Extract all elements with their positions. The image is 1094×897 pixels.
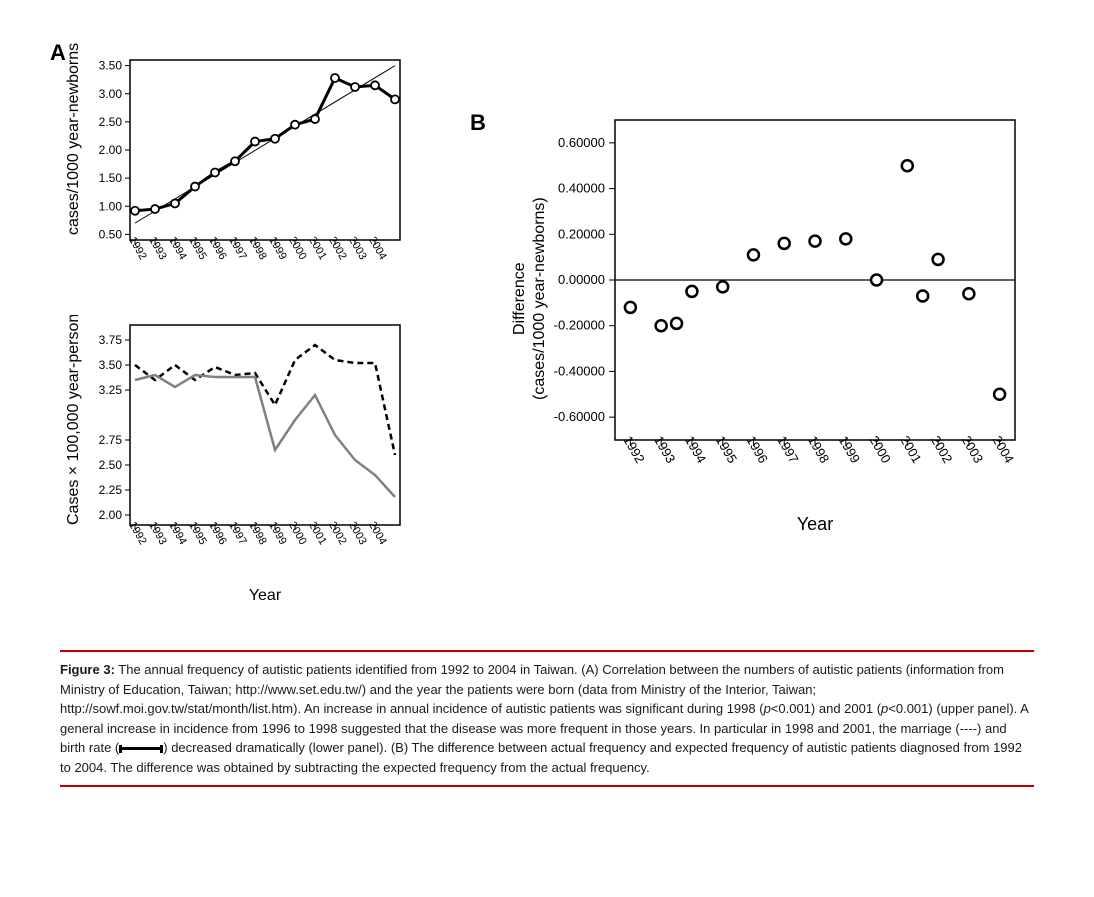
- svg-text:2003: 2003: [346, 520, 369, 547]
- svg-text:1992: 1992: [620, 433, 647, 466]
- svg-text:-0.20000: -0.20000: [554, 318, 605, 333]
- svg-text:2.75: 2.75: [99, 433, 123, 447]
- svg-text:-0.60000: -0.60000: [554, 409, 605, 424]
- svg-text:3.50: 3.50: [99, 358, 123, 372]
- panel-b-column: B -0.60000 -0.40000 -0.20000 0.00000 0.20000…: [470, 40, 1060, 620]
- svg-text:1994: 1994: [682, 433, 709, 466]
- svg-text:2004: 2004: [366, 520, 389, 547]
- chart-b-ylabel-2: (cases/1000 year-newborns): [531, 197, 548, 400]
- svg-text:1992: 1992: [126, 520, 149, 547]
- legend-solid-icon: [119, 747, 163, 750]
- svg-text:2001: 2001: [306, 520, 329, 547]
- svg-text:3.25: 3.25: [99, 383, 123, 397]
- svg-text:0.50: 0.50: [99, 227, 123, 241]
- svg-text:2000: 2000: [866, 433, 893, 466]
- svg-text:1999: 1999: [266, 520, 289, 547]
- caption-text: Figure 3: The annual frequency of autist…: [60, 660, 1034, 777]
- svg-text:2000: 2000: [286, 520, 309, 547]
- svg-text:1998: 1998: [805, 433, 832, 466]
- svg-text:0.20000: 0.20000: [558, 226, 605, 241]
- svg-text:1992: 1992: [126, 235, 149, 262]
- svg-text:2002: 2002: [326, 235, 349, 262]
- svg-text:2.50: 2.50: [99, 458, 123, 472]
- svg-text:2002: 2002: [326, 520, 349, 547]
- panel-b-label: B: [470, 110, 486, 136]
- svg-text:2003: 2003: [959, 433, 986, 466]
- chart-a2-marriage-line: [135, 345, 395, 455]
- caption-t4: ) decreased dramatically (lower panel). …: [60, 740, 1022, 775]
- svg-text:1993: 1993: [146, 235, 169, 262]
- svg-text:1998: 1998: [246, 235, 269, 262]
- chart-b-xlabel: Year: [797, 514, 833, 534]
- svg-text:1999: 1999: [836, 433, 863, 466]
- panel-a-column: A 0.501.001.502.002.503.003.50 199219931…: [60, 40, 440, 620]
- svg-text:1997: 1997: [226, 520, 249, 547]
- chart-b-ylabel-1: Difference: [511, 262, 528, 335]
- svg-text:1995: 1995: [713, 433, 740, 466]
- svg-text:2004: 2004: [366, 235, 389, 262]
- svg-text:3.00: 3.00: [99, 87, 123, 101]
- chart-b-svg: -0.60000 -0.40000 -0.20000 0.00000 0.20000 0.…: [500, 100, 1060, 560]
- svg-text:2003: 2003: [346, 235, 369, 262]
- svg-text:2.50: 2.50: [99, 115, 123, 129]
- svg-text:2001: 2001: [306, 235, 329, 262]
- svg-text:2.00: 2.00: [99, 508, 123, 522]
- svg-text:1.00: 1.00: [99, 199, 123, 213]
- chart-a2-ylabel: Cases × 100,000 year-person: [65, 315, 82, 525]
- svg-text:2.25: 2.25: [99, 483, 123, 497]
- svg-text:1999: 1999: [266, 235, 289, 262]
- chart-a2-svg: 2.002.252.502.753.253.503.75 19921993199…: [60, 315, 440, 615]
- svg-text:2001: 2001: [897, 433, 924, 466]
- chart-a2: 2.002.252.502.753.253.503.75 19921993199…: [60, 315, 440, 620]
- svg-text:1996: 1996: [206, 520, 229, 547]
- svg-text:2002: 2002: [928, 433, 955, 466]
- chart-a2-xlabel: Year: [249, 587, 282, 604]
- chart-a1-ylabel: cases/1000 year-newborns: [65, 43, 82, 235]
- svg-text:1995: 1995: [186, 235, 209, 262]
- chart-a2-birth-line: [135, 375, 395, 497]
- svg-text:3.50: 3.50: [99, 59, 123, 73]
- figure-caption: Figure 3: The annual frequency of autist…: [60, 650, 1034, 787]
- chart-a1-svg: 0.501.001.502.002.503.003.50 19921993199…: [60, 40, 440, 300]
- panels-row: A 0.501.001.502.002.503.003.50 199219931…: [60, 40, 1034, 620]
- svg-text:2000: 2000: [286, 235, 309, 262]
- svg-text:1993: 1993: [651, 433, 678, 466]
- svg-text:1994: 1994: [166, 235, 189, 262]
- svg-text:1996: 1996: [206, 235, 229, 262]
- chart-a1: 0.501.001.502.002.503.003.50 19921993199…: [60, 40, 440, 305]
- chart-b: -0.60000 -0.40000 -0.20000 0.00000 0.20000 0.…: [500, 100, 1060, 565]
- chart-a2-frame: [130, 325, 400, 525]
- svg-text:1993: 1993: [146, 520, 169, 547]
- caption-i1: p: [764, 701, 771, 716]
- svg-text:1997: 1997: [774, 433, 801, 466]
- svg-text:2.00: 2.00: [99, 143, 123, 157]
- svg-text:1997: 1997: [226, 235, 249, 262]
- svg-text:1996: 1996: [743, 433, 770, 466]
- svg-text:0.40000: 0.40000: [558, 181, 605, 196]
- figure-container: A 0.501.001.502.002.503.003.50 199219931…: [0, 0, 1094, 807]
- svg-text:1.50: 1.50: [99, 171, 123, 185]
- svg-text:0.60000: 0.60000: [558, 135, 605, 150]
- svg-text:-0.40000: -0.40000: [554, 363, 605, 378]
- svg-text:2004: 2004: [990, 433, 1017, 466]
- svg-text:1995: 1995: [186, 520, 209, 547]
- svg-text:1998: 1998: [246, 520, 269, 547]
- svg-text:1994: 1994: [166, 520, 189, 547]
- svg-text:3.75: 3.75: [99, 333, 123, 347]
- svg-text:0.00000: 0.00000: [558, 272, 605, 287]
- caption-t2: <0.001) and 2001 (: [771, 701, 881, 716]
- caption-label: Figure 3:: [60, 662, 115, 677]
